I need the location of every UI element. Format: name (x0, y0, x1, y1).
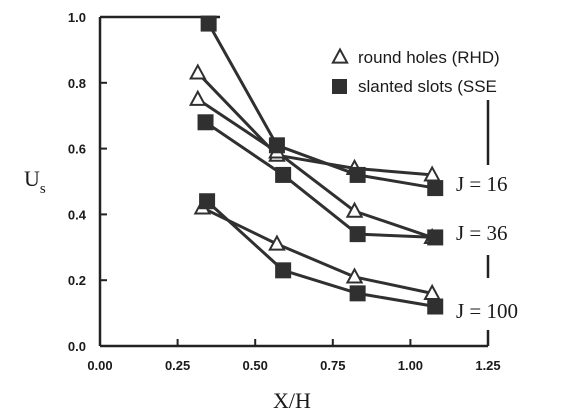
data-point-square (349, 226, 366, 243)
x-axis-label: X/H (273, 388, 311, 413)
data-point-square (199, 193, 216, 210)
y-tick-label: 0.0 (68, 339, 86, 354)
data-point-triangle (188, 63, 207, 80)
y-tick-label: 0.4 (68, 207, 87, 222)
y-tick-label: 1.0 (68, 10, 86, 25)
x-tick-label: 1.00 (398, 358, 423, 373)
data-point-triangle (268, 234, 286, 251)
data-point-square (275, 166, 292, 183)
y-axis-label-subscript: s (40, 181, 46, 197)
x-tick-label: 0.75 (320, 358, 345, 373)
data-point-triangle (188, 89, 207, 106)
annotation-j36: J = 36 (456, 221, 508, 245)
legend: round holes (RHD) slanted slots (SSE (331, 47, 500, 96)
axes: 0.00 0.25 0.50 0.75 1.00 1.25 0.0 0.2 0.4 0.6 0.8 1… (68, 10, 501, 373)
data-point-square (349, 285, 366, 302)
data-point-square (349, 166, 366, 183)
data-point-triangle (345, 267, 364, 284)
legend-label-round-holes: round holes (RHD) (358, 48, 500, 67)
annotation-j100: J = 100 (456, 299, 518, 323)
data-point-triangle (345, 201, 364, 218)
x-tick-label: 1.25 (475, 358, 500, 373)
legend-label-slanted-slots: slanted slots (SSE (358, 77, 497, 96)
x-tick-label: 0.00 (87, 358, 112, 373)
y-axis-label: Us (24, 166, 46, 197)
y-tick-label: 0.8 (68, 76, 86, 91)
series-line (207, 22, 437, 190)
series-group (188, 15, 444, 315)
y-tick-label: 0.6 (68, 142, 86, 157)
x-tick-label: 0.25 (165, 358, 190, 373)
data-point-square (275, 262, 292, 279)
series-line (205, 199, 437, 309)
x-tick-label: 0.50 (243, 358, 268, 373)
series-line (204, 120, 437, 239)
data-point-square (427, 180, 444, 197)
annotations: J = 16 J = 36 J = 100 (456, 172, 518, 323)
data-point-square (268, 137, 285, 154)
data-point-square (427, 229, 444, 246)
data-point-square (200, 15, 217, 32)
y-tick-label: 0.2 (68, 273, 86, 288)
series-line (196, 71, 434, 177)
series-line (196, 97, 434, 239)
legend-marker-triangle (331, 47, 349, 64)
legend-marker-square (332, 79, 347, 94)
series-line (200, 206, 434, 295)
data-point-square (197, 114, 214, 131)
annotation-j16: J = 16 (456, 172, 508, 196)
data-point-square (427, 298, 444, 315)
y-axis-label-main: U (24, 166, 40, 191)
